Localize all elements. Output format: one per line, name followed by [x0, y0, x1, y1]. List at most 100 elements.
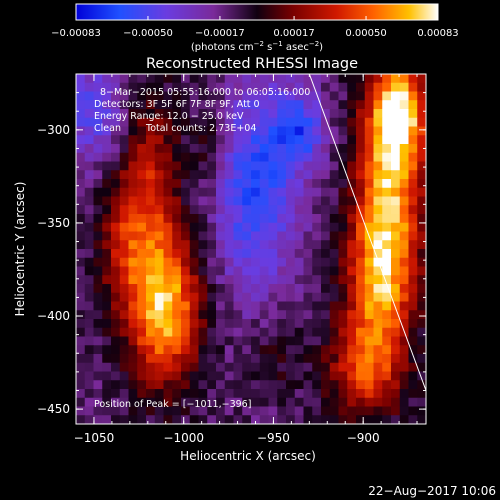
- heatmap-cell: [303, 319, 313, 329]
- x-tick-label: −950: [257, 431, 290, 445]
- heatmap-cell: [242, 109, 252, 119]
- solar-limb-line: [308, 74, 426, 391]
- heatmap-cell: [181, 214, 191, 224]
- heatmap-cell: [382, 214, 392, 224]
- heatmap-cell: [84, 292, 94, 302]
- heatmap-cell: [172, 284, 182, 294]
- heatmap-cell: [356, 257, 366, 267]
- heatmap-cell: [224, 152, 234, 162]
- heatmap-cell: [338, 91, 348, 101]
- heatmap-cell: [417, 240, 426, 250]
- heatmap-cell: [111, 161, 121, 171]
- heatmap-cell: [154, 275, 164, 285]
- heatmap-cell: [181, 292, 191, 302]
- heatmap-cell: [251, 284, 261, 294]
- heatmap-cell: [268, 397, 278, 407]
- heatmap-cell: [84, 187, 94, 197]
- heatmap-cell: [128, 371, 138, 381]
- heatmap-cell: [382, 109, 392, 119]
- heatmap-cell: [207, 144, 217, 154]
- heatmap-cell: [417, 284, 426, 294]
- heatmap-cell: [417, 310, 426, 320]
- heatmap-cell: [76, 327, 86, 337]
- heatmap-cell: [102, 257, 112, 267]
- heatmap-cell: [111, 100, 121, 110]
- heatmap-cell: [189, 275, 199, 285]
- heatmap-cell: [216, 100, 226, 110]
- heatmap-cell: [408, 362, 418, 372]
- heatmap-cell: [268, 389, 278, 399]
- heatmap-cell: [224, 187, 234, 197]
- heatmap-cell: [391, 284, 401, 294]
- heatmap-cell: [119, 354, 129, 364]
- heatmap-cell: [417, 117, 426, 127]
- heatmap-cell: [399, 371, 409, 381]
- heatmap-cell: [233, 170, 243, 180]
- heatmap-cell: [347, 231, 357, 241]
- heatmap-cell: [259, 240, 269, 250]
- heatmap-cell: [172, 371, 182, 381]
- heatmap-cell: [277, 380, 287, 390]
- heatmap-cell: [312, 292, 322, 302]
- heatmap-cell: [181, 345, 191, 355]
- heatmap-cell: [408, 222, 418, 232]
- heatmap-cell: [408, 327, 418, 337]
- heatmap-cell: [391, 109, 401, 119]
- heatmap-cell: [303, 336, 313, 346]
- heatmap-cell: [84, 91, 94, 101]
- heatmap-cell: [338, 406, 348, 416]
- heatmap-cell: [189, 144, 199, 154]
- heatmap-cell: [128, 196, 138, 206]
- heatmap-cell: [417, 205, 426, 215]
- heatmap-cell: [233, 214, 243, 224]
- heatmap-cell: [391, 231, 401, 241]
- heatmap-cell: [242, 389, 252, 399]
- heatmap-cell: [329, 371, 339, 381]
- heatmap-cell: [347, 117, 357, 127]
- heatmap-cell: [321, 257, 331, 267]
- heatmap-cell: [154, 152, 164, 162]
- heatmap-cell: [364, 257, 374, 267]
- heatmap-cell: [321, 179, 331, 189]
- heatmap-cell: [417, 91, 426, 101]
- heatmap-cell: [382, 82, 392, 92]
- heatmap-cell: [373, 301, 383, 311]
- heatmap-cell: [417, 231, 426, 241]
- heatmap-cell: [391, 310, 401, 320]
- heatmap-cell: [338, 371, 348, 381]
- heatmap-cell: [277, 406, 287, 416]
- heatmap-cell: [321, 170, 331, 180]
- heatmap-cell: [356, 266, 366, 276]
- heatmap-cell: [356, 415, 366, 424]
- heatmap-cell: [268, 170, 278, 180]
- heatmap-cell: [233, 222, 243, 232]
- heatmap-cell: [102, 222, 112, 232]
- heatmap-cell: [207, 196, 217, 206]
- heatmap-cell: [111, 406, 121, 416]
- heatmap-cell: [399, 310, 409, 320]
- heatmap-cell: [286, 380, 296, 390]
- heatmap-cell: [251, 415, 261, 424]
- heatmap-cell: [137, 336, 147, 346]
- heatmap-cell: [338, 275, 348, 285]
- heatmap-cell: [347, 240, 357, 250]
- heatmap-cell: [251, 354, 261, 364]
- heatmap-cell: [399, 91, 409, 101]
- heatmap-cell: [207, 292, 217, 302]
- heatmap-cell: [399, 205, 409, 215]
- heatmap-cell: [303, 135, 313, 145]
- heatmap-cell: [382, 389, 392, 399]
- heatmap-cell: [102, 196, 112, 206]
- heatmap-cell: [84, 301, 94, 311]
- heatmap-cell: [382, 319, 392, 329]
- heatmap-cell: [76, 117, 86, 127]
- heatmap-cell: [216, 205, 226, 215]
- heatmap-cell: [128, 336, 138, 346]
- heatmap-cell: [181, 126, 191, 136]
- heatmap-cell: [198, 109, 208, 119]
- heatmap-cell: [154, 257, 164, 267]
- heatmap-cell: [321, 380, 331, 390]
- heatmap-cell: [251, 179, 261, 189]
- heatmap-cell: [347, 292, 357, 302]
- heatmap-cell: [189, 222, 199, 232]
